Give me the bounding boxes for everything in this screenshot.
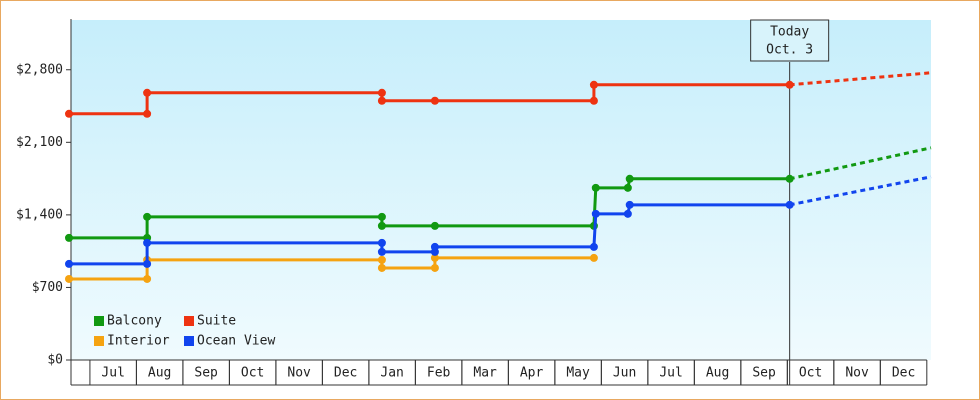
point xyxy=(377,247,386,256)
y-tick-label: $2,100 xyxy=(16,135,63,150)
point xyxy=(591,209,600,218)
point xyxy=(589,80,598,89)
x-tick-label: Jun xyxy=(613,366,636,381)
point xyxy=(785,200,794,209)
x-tick-label: May xyxy=(566,366,590,381)
point xyxy=(430,253,439,262)
point xyxy=(143,88,152,97)
x-tick-label: Jul xyxy=(101,366,124,381)
point xyxy=(785,80,794,89)
y-tick-label: $2,800 xyxy=(16,62,63,77)
point xyxy=(430,96,439,105)
point xyxy=(143,109,152,118)
x-tick-label: Aug xyxy=(148,366,171,381)
legend-label: Interior xyxy=(107,334,170,349)
legend-swatch xyxy=(184,316,194,326)
point xyxy=(377,88,386,97)
point xyxy=(785,174,794,183)
x-tick-label: Apr xyxy=(520,366,544,381)
point xyxy=(65,259,73,268)
legend-label: Balcony xyxy=(107,314,162,329)
point xyxy=(589,242,598,251)
point xyxy=(143,238,152,247)
x-tick-label: Oct xyxy=(799,366,822,381)
today-label: Oct. 3 xyxy=(766,43,813,58)
x-tick-label: Dec xyxy=(892,366,915,381)
point xyxy=(377,212,386,221)
point xyxy=(377,238,386,247)
point xyxy=(591,183,600,192)
point xyxy=(377,255,386,264)
point xyxy=(143,212,152,221)
today-label: Today xyxy=(770,25,809,40)
today-box xyxy=(750,19,830,62)
point xyxy=(430,242,439,251)
point xyxy=(143,274,152,283)
x-tick-label: Sep xyxy=(752,366,776,381)
point xyxy=(625,174,634,183)
point xyxy=(377,263,386,272)
projection-line xyxy=(789,146,932,181)
point xyxy=(377,96,386,105)
y-tick-label: $700 xyxy=(32,280,63,295)
legend-label: Suite xyxy=(197,314,236,329)
point xyxy=(625,200,634,209)
x-tick-label: Jan xyxy=(380,366,403,381)
x-tick-label: Oct xyxy=(241,366,264,381)
y-tick-label: $0 xyxy=(47,353,63,368)
point xyxy=(589,96,598,105)
x-tick-label: Mar xyxy=(473,366,497,381)
projection-line xyxy=(789,71,932,87)
y-tick-label: $1,400 xyxy=(16,207,63,222)
x-tick-label: Nov xyxy=(287,366,311,381)
point xyxy=(65,274,73,283)
x-tick-label: Jul xyxy=(659,366,682,381)
point xyxy=(65,233,73,242)
point xyxy=(377,221,386,230)
legend-swatch xyxy=(184,336,194,346)
x-tick-label: Dec xyxy=(334,366,357,381)
x-tick-label: Aug xyxy=(706,366,729,381)
point xyxy=(623,209,632,218)
point xyxy=(589,253,598,262)
point xyxy=(623,183,632,192)
point xyxy=(430,263,439,272)
point xyxy=(65,109,73,118)
legend-swatch xyxy=(94,316,104,326)
x-tick-label: Feb xyxy=(427,366,451,381)
legend-swatch xyxy=(94,336,104,346)
x-tick-label: Nov xyxy=(845,366,869,381)
x-tick-label: Sep xyxy=(194,366,218,381)
point xyxy=(143,259,152,268)
legend-label: Ocean View xyxy=(197,334,275,349)
point xyxy=(430,221,439,230)
plot-area xyxy=(71,20,931,360)
projection-line xyxy=(789,175,932,207)
